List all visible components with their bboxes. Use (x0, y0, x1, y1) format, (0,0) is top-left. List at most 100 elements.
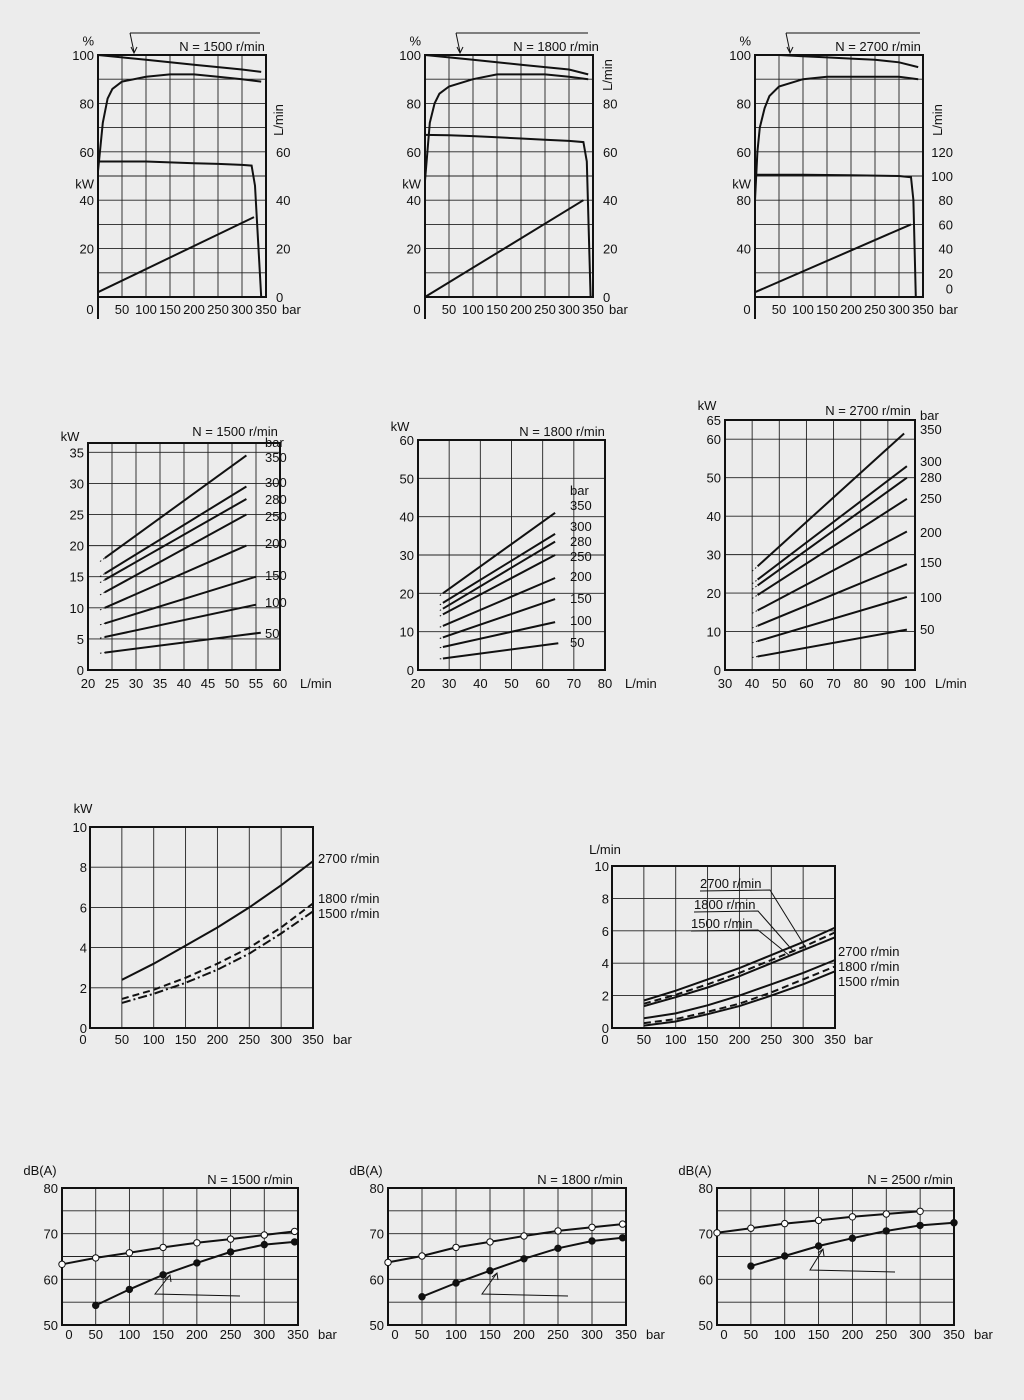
x-tick-label: 150 (486, 302, 508, 317)
open-data-point (848, 1213, 857, 1221)
chart-title: N = 1800 r/min (513, 39, 599, 54)
x-tick-label: 50 (88, 1327, 102, 1342)
x-tick-label: 50 (772, 676, 786, 691)
filled-data-point (554, 1244, 562, 1253)
series-line (643, 959, 836, 1020)
y-label-right: 80 (939, 193, 953, 208)
y-tick-label: 50 (707, 471, 721, 486)
x-tick-label: 100 (445, 1327, 467, 1342)
x-tick-label: 70 (567, 676, 581, 691)
x-tick-label: 60 (273, 676, 287, 691)
filled-data-point (290, 1238, 299, 1246)
callout-label: 1500 r/min (691, 916, 752, 931)
x-tick-label: 100 (774, 1327, 796, 1342)
series-label: 300 (920, 454, 942, 469)
open-data-point (882, 1210, 890, 1218)
callout-leader (693, 910, 795, 953)
y-label-right: 80 (603, 96, 617, 111)
extrapolation-dots (439, 636, 444, 639)
x-tick-label: 60 (535, 676, 549, 691)
series-line (104, 498, 247, 581)
extrapolation-dots (439, 608, 444, 611)
x-unit-label: bar (609, 302, 628, 317)
series-line (98, 160, 263, 298)
y-tick-label: 50 (400, 471, 414, 486)
open-data-point (588, 1223, 596, 1232)
y-label-right: 40 (603, 193, 617, 208)
y-tick-label: 4 (80, 941, 87, 956)
x-tick-label: 0 (65, 1327, 72, 1342)
power-chart-2700: N = 2700 r/min kW 0 10 20 30 40 50 60 65 30 40 50 60 7… (698, 398, 967, 691)
callout-label: 1800 r/min (694, 897, 755, 912)
open-data-point (618, 1220, 627, 1228)
extrapolation-dots (439, 625, 444, 628)
x-tick-label: 40 (745, 676, 759, 691)
x-tick-label: 55 (249, 676, 263, 691)
series-line (97, 54, 262, 73)
extrapolation-dots (99, 591, 106, 596)
y-axis-unit: kW (391, 419, 411, 434)
chart-title: N = 2700 r/min (825, 403, 911, 418)
chart-title: N = 2700 r/min (835, 39, 921, 54)
open-data-point (159, 1243, 167, 1252)
filled-data-point (226, 1248, 235, 1256)
x-tick-label: 100 (904, 676, 926, 691)
extrapolation-dots (99, 579, 106, 584)
y-tick-label: 50 (699, 1318, 713, 1333)
x-unit-label: bar (282, 302, 301, 317)
series-label: 200 (265, 536, 287, 551)
extrapolation-dots (439, 646, 444, 649)
series-line (756, 465, 908, 581)
y-label-right: 20 (276, 242, 290, 257)
y-tick-label: 0 (80, 1021, 87, 1036)
x-tick-label: 250 (534, 302, 556, 317)
filled-data-point (520, 1255, 528, 1263)
filled-data-point (747, 1262, 755, 1270)
x-tick-label: 150 (152, 1327, 174, 1342)
y-tick-label: 50 (44, 1318, 58, 1333)
open-data-point (125, 1249, 134, 1257)
x-tick-label: 150 (479, 1327, 501, 1342)
open-data-point (747, 1224, 755, 1232)
y-tick-label: 0 (602, 1021, 609, 1036)
series-line (442, 554, 556, 616)
y-label-right: 40 (276, 193, 290, 208)
y-tick-label: 70 (44, 1227, 58, 1242)
y-label-right: 60 (939, 217, 953, 232)
extrapolation-dots (99, 636, 105, 639)
y-tick-label: 2 (80, 981, 87, 996)
plot-frame (89, 826, 314, 1029)
x-tick-label: 300 (270, 1032, 292, 1047)
extrapolation-dots (99, 557, 106, 562)
y-label-left: 40 (737, 242, 751, 257)
series-label: 200 (920, 525, 942, 540)
x-tick-label: 50 (415, 1327, 429, 1342)
x-tick-label: 30 (718, 676, 732, 691)
series-label: 280 (920, 470, 942, 485)
callout-leader (699, 889, 807, 949)
y-tick-label: 65 (707, 413, 721, 428)
series-header: bar (920, 408, 939, 423)
y-label-left: 80 (737, 96, 751, 111)
x-tick-label: 35 (153, 676, 167, 691)
series-line (387, 1223, 623, 1264)
series-label: 150 (570, 591, 592, 606)
extrapolation-dots (99, 652, 105, 654)
open-data-point (520, 1232, 528, 1240)
y-tick-label: 20 (707, 586, 721, 601)
series-label: 300 (570, 519, 592, 534)
x-tick-label: 300 (888, 302, 910, 317)
y-tick-label: 10 (595, 859, 609, 874)
chart-title: N = 1500 r/min (207, 1172, 293, 1187)
extrapolation-dots (439, 602, 444, 606)
open-data-point (260, 1231, 268, 1239)
y-label-left: kW (75, 176, 95, 191)
series-label: 50 (570, 635, 584, 650)
series-label: 100 (265, 595, 287, 610)
y-axis-unit: kW (61, 429, 81, 444)
y-tick-label: 6 (80, 900, 87, 915)
y-label-left: 60 (80, 145, 94, 160)
y-label-left: 100 (729, 48, 751, 63)
series-label: 1500 r/min (838, 974, 899, 989)
